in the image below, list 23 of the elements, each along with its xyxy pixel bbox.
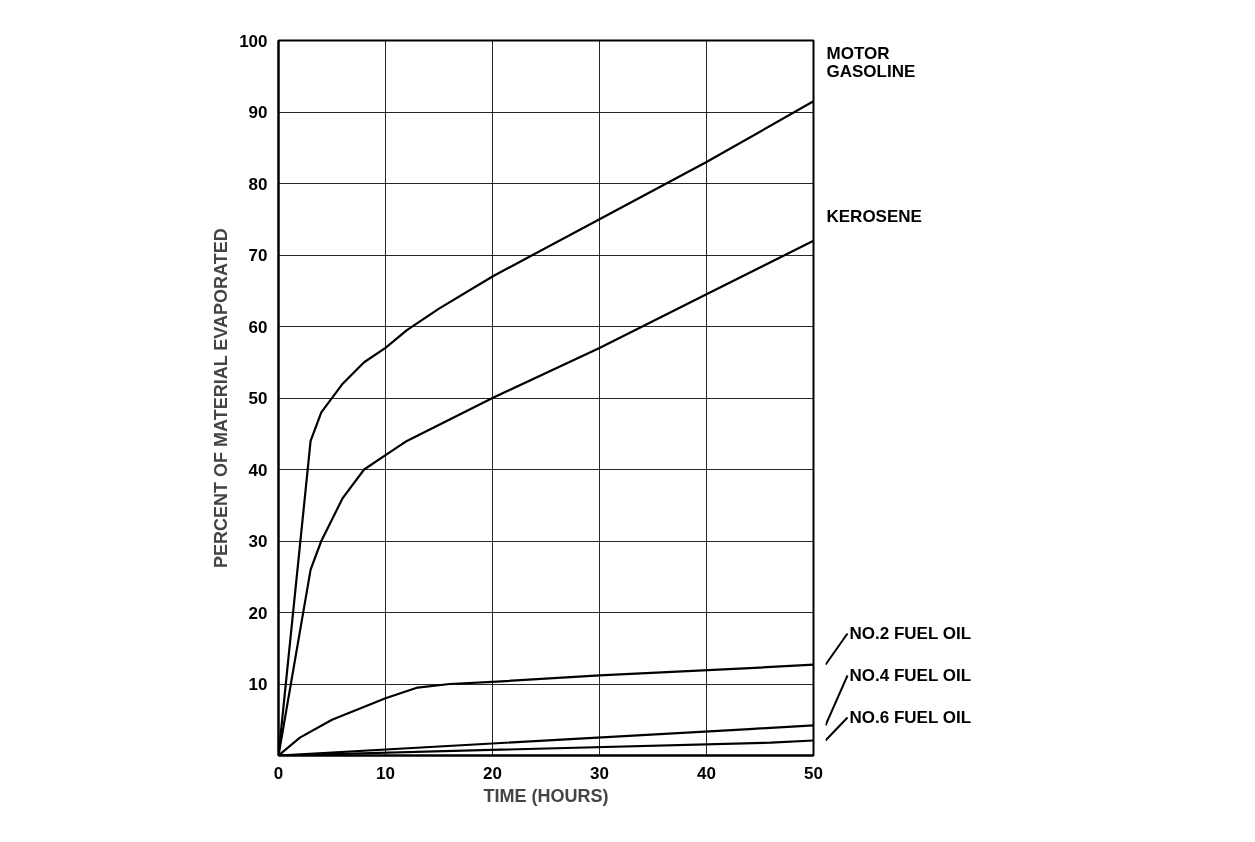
- y-tick-label: 100: [239, 31, 268, 51]
- y-tick-label: 30: [248, 532, 268, 551]
- text: NO.4 FUEL OIL: [849, 666, 972, 685]
- x-tick-label: 10: [376, 763, 395, 783]
- y-tick-label: 80: [248, 174, 268, 194]
- y-tick-label: 90: [248, 103, 268, 122]
- x-tick-label: 30: [590, 763, 609, 783]
- y-tick-label: 10: [248, 675, 268, 694]
- y-tick-label: 70: [248, 246, 268, 265]
- series-label: MOTOR GASOLINE: [826, 43, 916, 81]
- y-tick-label: 60: [248, 317, 268, 337]
- x-tick-label: 20: [483, 763, 502, 783]
- x-tick-label: 50: [804, 763, 823, 783]
- legend-label: NO.6 FUEL OIL: [849, 708, 972, 727]
- series-label: KEROSENE: [826, 207, 922, 227]
- x-tick-label: 0: [273, 763, 284, 783]
- x-axis-title: TIME (HOURS): [483, 785, 609, 806]
- y-tick-label: 20: [248, 603, 268, 623]
- y-tick-label: 40: [248, 460, 268, 480]
- x-tick-label: 40: [697, 763, 716, 783]
- text: NO.2 FUEL OIL: [849, 624, 972, 643]
- y-axis-title: PERCENT OF MATERIAL EVAPORATED: [211, 228, 232, 568]
- y-tick-label: 50: [248, 389, 268, 408]
